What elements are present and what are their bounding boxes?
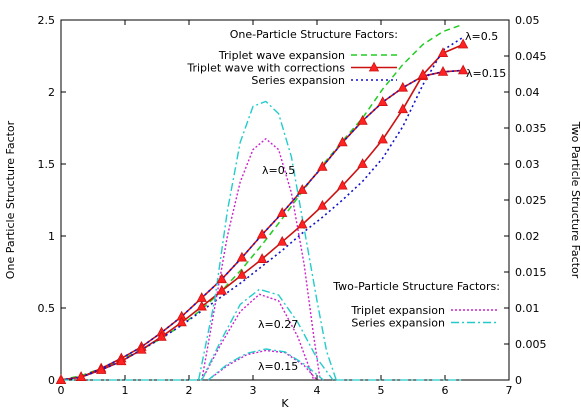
data-point-triangle [216,284,227,295]
data-point-triangle [55,374,67,384]
data-point-triangle [457,64,469,75]
data-point-triangle [317,199,328,210]
x-tick-label: 2 [186,384,193,397]
legend-entry-label: Series expansion [251,74,345,87]
x-tick-label: 3 [250,384,257,397]
y2-tick-label: 0.03 [515,158,540,171]
y2-tick-label: 0.05 [515,14,540,27]
data-point-triangle [337,179,348,190]
legend-entry-label: Triplet wave with corrections [186,62,345,75]
series-line-triplet2-9 [207,349,318,381]
data-point-triangle [256,253,268,263]
y2-tick-label: 0.015 [515,266,547,279]
data-point-triangle [277,207,288,217]
y-axis-label: One Particle Structure Factor [4,120,17,279]
annotation-two-lambda-0-27: λ=0.27 [258,318,298,331]
legend-one-title: One-Particle Structure Factors: [230,28,398,41]
data-point-triangle [437,47,449,58]
series-line-series2-6 [197,100,337,381]
y-tick-label: 0.5 [38,302,56,315]
data-point-triangle [397,103,408,114]
data-point-triangle [216,273,227,284]
y-tick-label: 2 [48,86,55,99]
y-tick-label: 0 [48,374,55,387]
legend-entry-label: Triplet expansion [350,304,445,317]
data-point-triangle [457,38,469,49]
data-point-triangle [196,300,207,311]
data-point-triangle [357,158,368,168]
y2-tick-labels: 0 0.005 0.01 0.015 0.02 0.025 0.03 0.035 0.04 0.0… [515,14,547,387]
x-axis-label: K [281,397,289,410]
data-point-triangle [176,316,187,327]
series-line-series-2 [60,69,464,381]
data-point-triangle [156,330,167,341]
data-point-triangle [236,269,248,279]
data-point-triangle [337,136,348,147]
x-tick-label: 4 [314,384,321,397]
series-line-corrections-1 [60,69,464,381]
x-tick-label: 5 [378,384,385,397]
data-point-triangle [75,371,87,382]
y-tick-label: 1.5 [38,158,56,171]
x-tick-label: 6 [442,384,449,397]
data-point-triangle [437,65,449,76]
y2-tick-label: 0.01 [515,302,540,315]
series-line-triplet2-7 [201,293,315,381]
annotation-two-lambda-0-5: λ=0.5 [262,164,295,177]
y-tick-label: 1 [48,230,55,243]
x-tick-label: 7 [506,384,513,397]
y2-tick-label: 0.02 [515,230,540,243]
series-line-series2-8 [201,288,334,381]
data-point-triangle [357,114,368,125]
legend-entry-label: Series expansion [351,317,445,330]
annotation-lambda-0-5: λ=0.5 [465,30,498,43]
y-tick-labels: 0 0.5 1 1.5 2 2.5 [38,14,56,387]
data-point-triangle [136,343,147,354]
y2-tick-label: 0.045 [515,50,547,63]
series-line-triplet-0 [60,23,464,381]
data-point-triangle [96,364,107,374]
legend-swatch-triangle [368,61,380,72]
series-line-series2-10 [207,348,324,381]
x-tick-label: 1 [122,384,129,397]
data-point-triangle [256,228,268,239]
annotation-lambda-0-15: λ=0.15 [466,67,506,80]
x-tick-label: 0 [58,384,65,397]
data-point-triangle [377,133,388,144]
data-point-triangle [236,251,248,262]
data-point-triangle [297,218,308,229]
annotation-two-lambda-0-15: λ=0.15 [258,360,298,373]
data-point-triangle [377,96,388,106]
legend-two-title: Two-Particle Structure Factors: [332,280,500,293]
data-point-triangle [297,184,308,194]
x-tick-labels: 0 1 2 3 4 5 6 7 [58,384,513,397]
data-point-triangle [277,235,288,246]
data-point-triangle [397,81,408,92]
y2-axis-label: Two Particle Structure Factor [569,121,581,279]
legend-entry-label: Triplet wave expansion [218,49,345,62]
y2-tick-label: 0.04 [515,86,540,99]
data-point-triangle [417,68,429,79]
series-line-series-4 [60,36,464,381]
y2-tick-label: 0.005 [515,338,547,351]
y-tick-label: 2.5 [38,14,56,27]
triangle-markers [55,38,469,384]
y2-tick-label: 0.035 [515,122,547,135]
y2-tick-label: 0 [515,374,522,387]
data-point-triangle [317,161,328,171]
y2-tick-label: 0.025 [515,194,547,207]
data-point-triangle [116,355,127,366]
series-line-triplet2-5 [201,138,321,381]
